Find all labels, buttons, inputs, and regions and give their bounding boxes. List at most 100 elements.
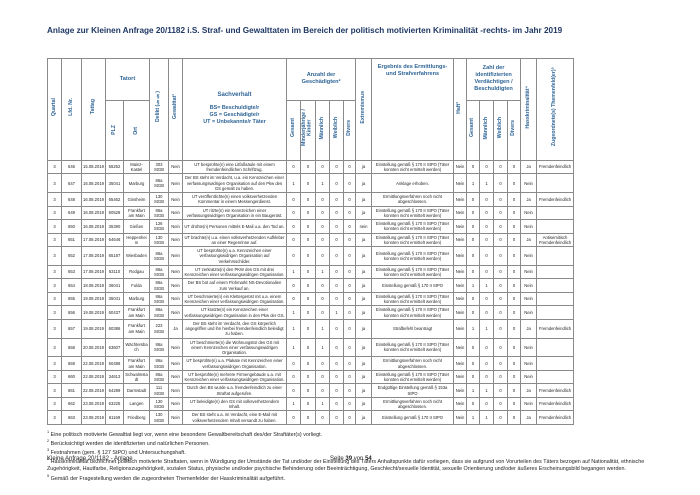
cell-v-0: 0	[466, 246, 481, 266]
cell-hasskriminalitaet: Ja	[520, 318, 538, 339]
cell-gewalttat: Nein	[168, 396, 183, 412]
cell-ort: Marburg	[123, 173, 150, 194]
cell-hasskriminalitaet: Nein	[520, 291, 538, 307]
footnote-marker: 3	[47, 448, 50, 453]
cell-plz: 60488	[105, 356, 124, 371]
cell-haft: Nein	[453, 232, 468, 248]
cell-sachverhalt: UT besprühte(n) mehrere Firmengebäude u.…	[182, 369, 287, 385]
cell-plz: 61169	[105, 410, 124, 425]
cell-ort: Rodgau	[123, 264, 150, 280]
cell-g-0: 1	[286, 318, 301, 339]
cell-ort: Mainz-Kastel	[123, 159, 150, 175]
cell-v-3: 0	[507, 246, 522, 266]
cell-g-0: 0	[286, 278, 301, 293]
col-header-themenfeld: Zugeordnete(s) Themenfeld(er)⁵	[536, 57, 575, 161]
cell-extremismus: ja	[355, 318, 373, 339]
cell-delikt: 303 StGB	[149, 159, 169, 175]
cell-haft: Nein	[453, 278, 468, 293]
cell-g-3: 0	[329, 383, 344, 398]
cell-g-2: 0	[315, 232, 330, 248]
cell-g-3: 0	[329, 205, 344, 221]
cell-nr: 646	[61, 159, 82, 175]
cell-gewalttat: Nein	[168, 173, 183, 194]
page-of-word: von	[353, 456, 364, 462]
cell-v-2: 0	[493, 356, 509, 371]
cell-g-1: 0	[300, 305, 316, 320]
cell-v-2: 0	[493, 369, 509, 385]
cell-g-4: 0	[342, 219, 357, 234]
cell-g-1: 0	[300, 291, 316, 307]
cell-quartal: 3	[47, 192, 62, 207]
cell-ergebnis: Ermittlungsverfahren noch nicht abgeschl…	[371, 192, 455, 207]
cell-tattag: 16.08.2019	[81, 173, 106, 194]
cell-sachverhalt: UT brachte(n) u.a. einen volksverhetzend…	[182, 232, 287, 248]
table-row: 3 657 19.08.2019 60386 Frankfurt am Main 223 S…	[47, 318, 575, 339]
cell-sachverhalt: Durch den BS wurde u.a. fremdenfeindlich…	[182, 383, 287, 398]
cell-v-1: 0	[479, 396, 495, 412]
col-header-v-divers: Divers	[507, 99, 522, 161]
footnote-2: 2 Berücksichtigt werden die identifizier…	[47, 439, 655, 448]
cell-themenfeld: Fremdenfeindlich	[536, 410, 575, 425]
cell-g-4: 0	[342, 159, 357, 175]
cell-themenfeld	[536, 205, 575, 221]
table-row: 3 661 22.08.2019 64289 Darmstadt 111 StGB Nein D…	[47, 383, 575, 398]
cell-ort: Wächtersbach	[123, 337, 150, 358]
cell-tattag: 17.08.2019	[81, 246, 106, 266]
cell-v-3: 0	[507, 232, 522, 248]
cell-plz: 64646	[105, 232, 124, 248]
cell-ort: Darmstadt	[123, 383, 150, 398]
cell-tattag: 19.08.2019	[81, 305, 106, 320]
cell-plz: 36041	[105, 278, 124, 293]
col-header-lfd-nr: Lfd. Nr.	[61, 57, 82, 161]
col-group-tatort: Tatort	[105, 57, 150, 101]
footnote-text: Eine politisch motivierte Gewalttat lieg…	[50, 431, 323, 438]
cell-haft: Nein	[453, 396, 468, 412]
cell-v-3: 0	[507, 173, 522, 194]
cell-extremismus: nein	[355, 219, 373, 234]
cell-haft: Nein	[453, 369, 468, 385]
cell-gewalttat: Nein	[168, 305, 183, 320]
page-footer: Kleine Anfrage 20/1182 - Anlage Seite 39…	[47, 456, 655, 462]
table-row: 3 659 22.08.2019 60488 Frankfurt am Main 86a S…	[47, 356, 575, 371]
cell-haft: Nein	[453, 410, 468, 425]
cell-nr: 651	[61, 232, 82, 248]
cell-gewalttat: Nein	[168, 219, 183, 234]
table-row: 3 654 18.08.2019 36041 Fulda 86a StGB Nein Der B…	[47, 278, 575, 293]
table-row: 3 655 19.08.2019 35041 Marburg 86a StGB Nein UT …	[47, 291, 575, 307]
cell-v-2: 0	[493, 396, 509, 412]
cell-g-1: 0	[300, 410, 316, 425]
cell-ergebnis: Einstellung gemäß § 170 II StPO (Täter k…	[371, 264, 455, 280]
cell-themenfeld	[536, 246, 575, 266]
page-word: Seite	[330, 456, 344, 462]
cell-haft: Nein	[453, 159, 468, 175]
cell-ergebnis: Ermittlungsverfahren noch nicht abgeschl…	[371, 396, 455, 412]
cell-g-0: 1	[286, 264, 301, 280]
cell-nr: 649	[61, 205, 82, 221]
col-header-v-gesamt: Gesamt	[466, 99, 481, 161]
cell-g-4: 0	[342, 318, 357, 339]
cell-gewalttat: Nein	[168, 291, 183, 307]
cell-g-1: 0	[300, 159, 316, 175]
cell-quartal: 3	[47, 318, 62, 339]
col-header-g-gesamt: Gesamt	[286, 99, 301, 161]
cell-hasskriminalitaet: Ja	[520, 410, 538, 425]
cell-nr: 654	[61, 278, 82, 293]
footnote-marker: 4	[47, 457, 50, 462]
cell-ort: Frankfurt am Main	[123, 305, 150, 320]
cell-g-0: 0	[286, 192, 301, 207]
cell-v-0: 0	[466, 305, 481, 320]
footnote-5: 5 Gemäß der Fragestellung werden die zug…	[47, 474, 655, 483]
cell-ort: Frankfurt am Main	[123, 205, 150, 221]
cell-g-2: 0	[315, 410, 330, 425]
cell-gewalttat: Nein	[168, 278, 183, 293]
cell-g-2: 0	[315, 246, 330, 266]
cell-v-3: 0	[507, 291, 522, 307]
cell-v-1: 0	[479, 356, 495, 371]
cell-g-0: 0	[286, 159, 301, 175]
cell-g-3: 1	[329, 305, 344, 320]
cell-haft: Nein	[453, 173, 468, 194]
table-row: 3 651 17.08.2019 64646 Heppenheim 130 StGB Nein…	[47, 232, 575, 248]
cell-extremismus: ja	[355, 383, 373, 398]
cell-plz: 60437	[105, 305, 124, 320]
cell-v-2: 0	[493, 318, 509, 339]
